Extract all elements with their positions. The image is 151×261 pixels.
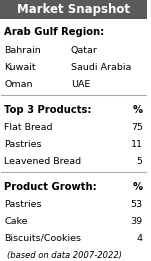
Text: 75: 75 — [131, 123, 143, 132]
Text: Bahrain: Bahrain — [4, 46, 41, 55]
Text: Pastries: Pastries — [4, 200, 42, 210]
Text: Kuwait: Kuwait — [4, 63, 36, 72]
Text: %: % — [133, 105, 143, 115]
Text: Cake: Cake — [4, 217, 28, 226]
Text: 11: 11 — [131, 140, 143, 149]
Text: Qatar: Qatar — [71, 46, 98, 55]
Text: Top 3 Products:: Top 3 Products: — [4, 105, 92, 115]
Text: 4: 4 — [137, 234, 143, 243]
Text: Biscuits/Cookies: Biscuits/Cookies — [4, 234, 81, 243]
Text: Pastries: Pastries — [4, 140, 42, 149]
FancyBboxPatch shape — [0, 0, 147, 19]
Text: Leavened Bread: Leavened Bread — [4, 157, 82, 166]
Text: 39: 39 — [131, 217, 143, 226]
Text: Product Growth:: Product Growth: — [4, 182, 97, 192]
Text: Market Snapshot: Market Snapshot — [17, 3, 130, 16]
Text: 53: 53 — [131, 200, 143, 210]
Text: UAE: UAE — [71, 80, 90, 89]
Text: (based on data 2007-2022): (based on data 2007-2022) — [7, 251, 122, 260]
Text: 5: 5 — [137, 157, 143, 166]
Text: Flat Bread: Flat Bread — [4, 123, 53, 132]
Text: Oman: Oman — [4, 80, 33, 89]
Text: Arab Gulf Region:: Arab Gulf Region: — [4, 27, 105, 37]
Text: Saudi Arabia: Saudi Arabia — [71, 63, 131, 72]
Text: %: % — [133, 182, 143, 192]
